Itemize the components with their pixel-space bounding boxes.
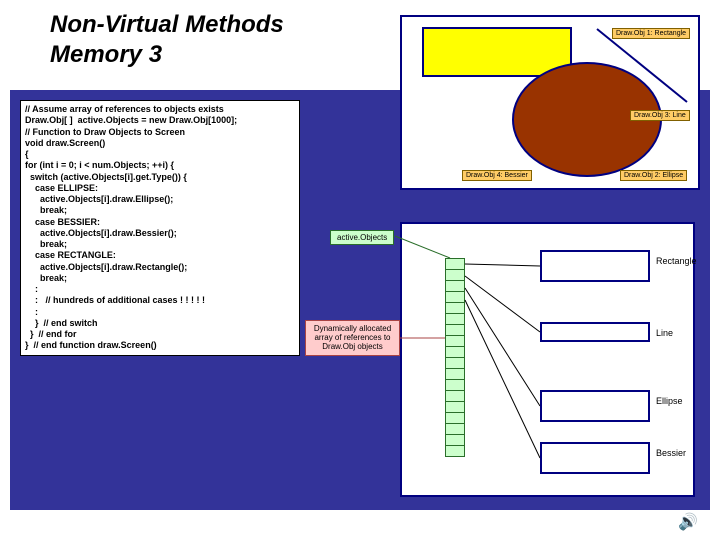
page-title: Non-Virtual Methods Memory 3	[50, 10, 284, 70]
memory-object-block	[540, 390, 650, 422]
memory-object-label: Rectangle	[656, 256, 697, 266]
line-shape	[402, 17, 702, 192]
title-line2: Memory 3	[50, 40, 284, 70]
memory-object-block	[540, 442, 650, 474]
callout-bessier: Draw.Obj 4: Bessier	[462, 170, 532, 181]
title-line1: Non-Virtual Methods	[50, 10, 284, 40]
memory-object-label: Ellipse	[656, 396, 683, 406]
array-column	[445, 258, 465, 456]
callout-ellipse: Draw.Obj 2: Ellipse	[620, 170, 687, 181]
drawing-canvas	[400, 15, 700, 190]
memory-object-block	[540, 322, 650, 342]
dynamic-array-label: Dynamically allocated array of reference…	[305, 320, 400, 356]
memory-object-label: Line	[656, 328, 673, 338]
callout-rectangle: Draw.Obj 1: Rectangle	[612, 28, 690, 39]
memory-object-block	[540, 250, 650, 282]
memory-object-label: Bessier	[656, 448, 686, 458]
array-cell	[445, 445, 465, 457]
callout-line: Draw.Obj 3: Line	[630, 110, 690, 121]
code-listing: // Assume array of references to objects…	[20, 100, 300, 356]
audio-icon: 🔊	[678, 512, 698, 532]
active-objects-label: active.Objects	[330, 230, 394, 245]
